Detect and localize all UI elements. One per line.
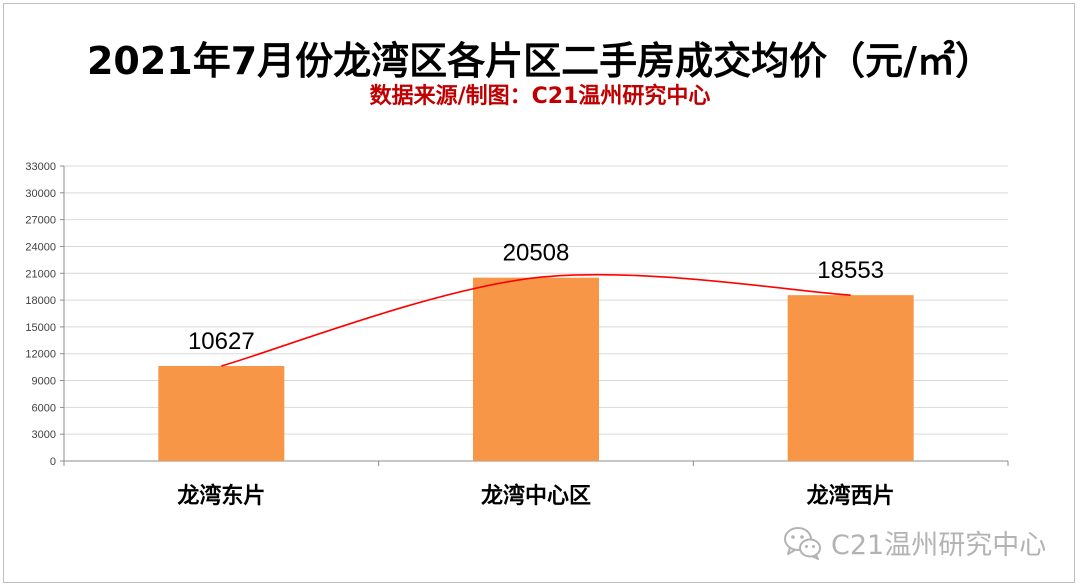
bar <box>158 366 285 461</box>
x-category-label: 龙湾中心区 <box>481 483 591 509</box>
watermark: C21温州研究中心 <box>783 523 1046 562</box>
y-tick-label: 21000 <box>25 268 56 280</box>
chart-title: 2021年7月份龙湾区各片区二手房成交均价（元/㎡） <box>86 39 994 83</box>
y-tick-label: 30000 <box>25 188 56 200</box>
wechat-icon <box>784 526 821 560</box>
y-tick-label: 33000 <box>25 161 56 173</box>
y-tick-label: 12000 <box>25 349 56 361</box>
y-tick-label: 15000 <box>25 322 56 334</box>
data-label: 20508 <box>503 240 570 267</box>
watermark-text: C21温州研究中心 <box>831 530 1047 561</box>
bar <box>473 277 599 461</box>
x-category-label: 龙湾西片 <box>807 483 895 509</box>
x-category-label: 龙湾东片 <box>177 483 265 509</box>
y-tick-label: 3000 <box>32 429 56 441</box>
chart-subtitle: 数据来源/制图：C21温州研究中心 <box>369 84 711 109</box>
data-label: 18553 <box>817 257 884 284</box>
y-tick-label: 18000 <box>25 295 56 307</box>
y-tick-label: 27000 <box>25 215 56 227</box>
y-tick-label: 9000 <box>32 376 56 388</box>
trend-line <box>221 273 851 367</box>
bar <box>787 295 914 461</box>
y-tick-label: 0 <box>50 456 56 468</box>
y-tick-label: 24000 <box>25 241 56 253</box>
y-tick-label: 6000 <box>32 402 56 414</box>
data-label: 10627 <box>188 328 255 355</box>
